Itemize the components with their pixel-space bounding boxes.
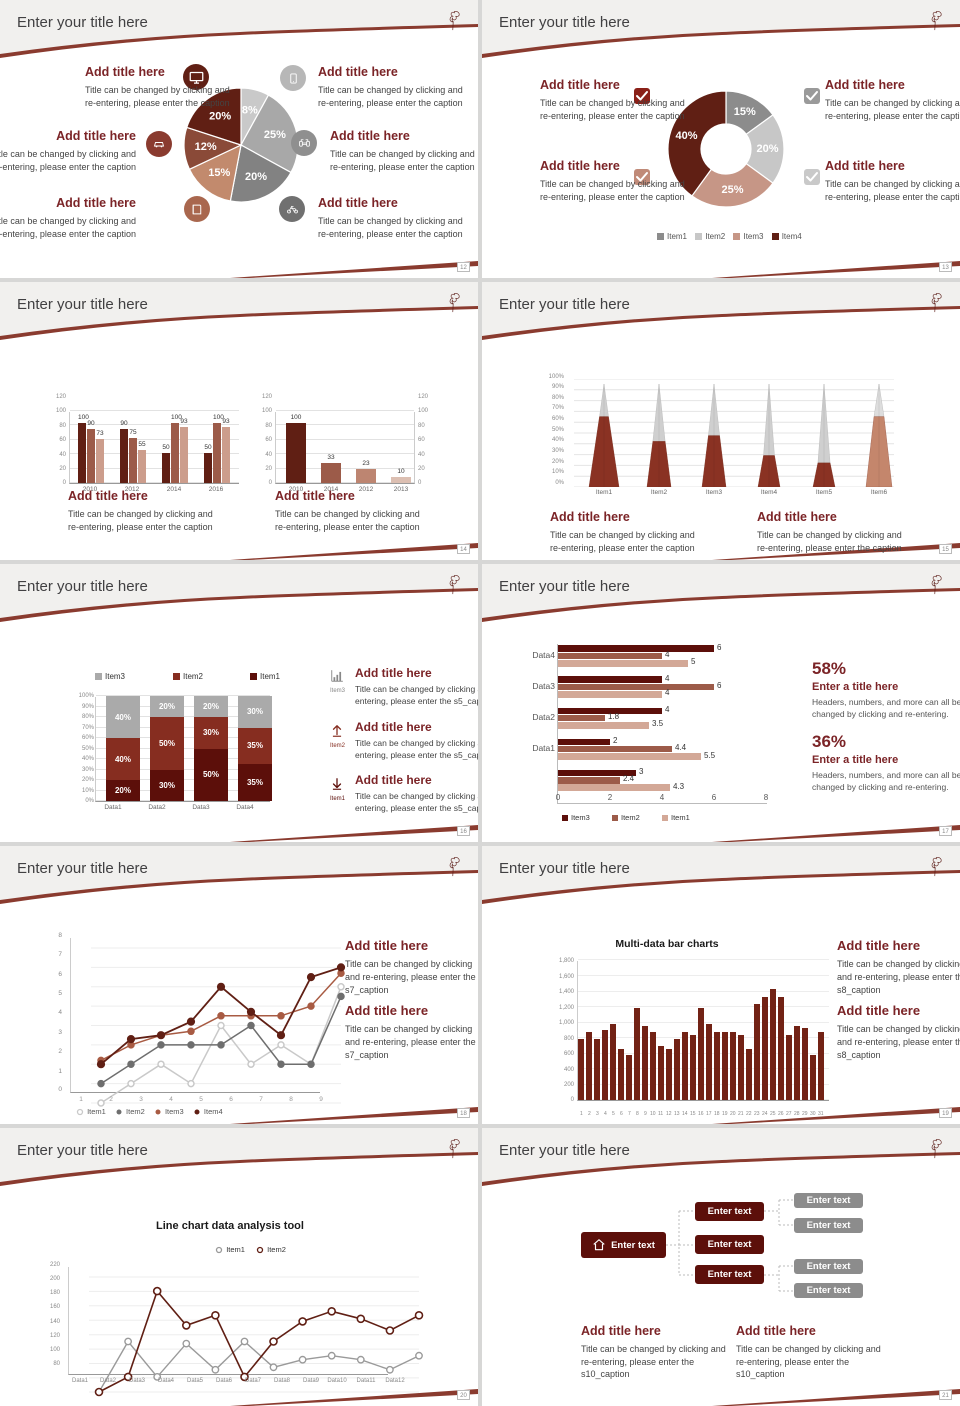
svg-text:28: 28 [794,1111,800,1117]
svg-text:1: 1 [580,1111,583,1117]
svg-text:11: 11 [658,1111,663,1117]
svg-text:10: 10 [650,1111,656,1117]
svg-text:26: 26 [778,1111,784,1117]
svg-text:31: 31 [818,1111,824,1117]
svg-text:15%: 15% [208,167,230,179]
svg-text:22: 22 [746,1111,752,1117]
svg-text:8: 8 [636,1111,639,1117]
svg-text:17: 17 [706,1111,712,1117]
svg-text:12%: 12% [195,141,217,153]
svg-text:19: 19 [722,1111,728,1117]
svg-text:4: 4 [604,1111,607,1117]
svg-text:30: 30 [810,1111,816,1117]
svg-text:29: 29 [802,1111,808,1117]
svg-text:23: 23 [754,1111,760,1117]
svg-text:25: 25 [770,1111,776,1117]
svg-text:21: 21 [738,1111,744,1117]
svg-text:20%: 20% [756,143,778,155]
svg-text:16: 16 [698,1111,704,1117]
svg-text:15: 15 [690,1111,696,1117]
svg-text:18: 18 [714,1111,720,1117]
svg-text:6: 6 [620,1111,623,1117]
svg-text:3: 3 [596,1111,599,1117]
svg-text:27: 27 [786,1111,792,1117]
svg-text:12: 12 [666,1111,672,1117]
svg-text:20: 20 [730,1111,736,1117]
svg-text:15%: 15% [734,106,756,118]
svg-text:7: 7 [628,1111,631,1117]
svg-text:8%: 8% [242,105,258,117]
svg-text:14: 14 [682,1111,688,1117]
svg-text:40%: 40% [675,130,697,142]
svg-text:5: 5 [612,1111,615,1117]
svg-text:20%: 20% [245,171,267,183]
svg-text:25%: 25% [721,184,743,196]
svg-text:13: 13 [674,1111,680,1117]
svg-text:20%: 20% [209,110,231,122]
svg-text:2: 2 [588,1111,591,1117]
svg-text:24: 24 [762,1111,768,1117]
svg-text:9: 9 [644,1111,647,1117]
svg-text:25%: 25% [264,129,286,141]
